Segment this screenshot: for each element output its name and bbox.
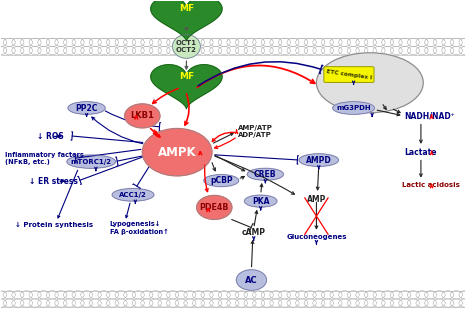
Text: CREB: CREB	[254, 170, 277, 179]
Ellipse shape	[204, 175, 239, 187]
Text: mG3PDH: mG3PDH	[336, 105, 371, 111]
Text: MF: MF	[179, 72, 194, 81]
Text: Gluconeogenes: Gluconeogenes	[286, 234, 346, 240]
FancyArrowPatch shape	[232, 219, 254, 232]
FancyArrowPatch shape	[116, 156, 143, 165]
FancyArrowPatch shape	[105, 111, 161, 131]
Text: PP2C: PP2C	[75, 104, 98, 113]
Ellipse shape	[173, 35, 201, 58]
Text: ↓ ROS: ↓ ROS	[37, 132, 64, 141]
FancyArrowPatch shape	[71, 132, 143, 142]
Text: cAMP: cAMP	[242, 228, 266, 237]
Text: NADH/NAD⁺: NADH/NAD⁺	[405, 111, 456, 120]
Text: Lactic acidosis: Lactic acidosis	[402, 182, 460, 188]
Ellipse shape	[333, 102, 374, 114]
Text: AMPD: AMPD	[306, 156, 332, 165]
FancyBboxPatch shape	[324, 67, 374, 82]
Ellipse shape	[299, 154, 338, 166]
Text: AMP/ATP
ADP/ATP: AMP/ATP ADP/ATP	[237, 125, 273, 138]
Text: AC: AC	[245, 275, 258, 285]
Text: ETC complex I: ETC complex I	[326, 69, 372, 80]
Circle shape	[142, 128, 212, 176]
Ellipse shape	[112, 189, 154, 201]
Text: Lypogenesis↓
FA β-oxidation↑: Lypogenesis↓ FA β-oxidation↑	[110, 221, 168, 235]
Polygon shape	[151, 65, 222, 108]
Text: LKB1: LKB1	[130, 111, 154, 120]
Text: mTORC1/2: mTORC1/2	[71, 158, 112, 165]
FancyArrowPatch shape	[74, 149, 141, 162]
Ellipse shape	[317, 53, 423, 113]
Polygon shape	[151, 0, 222, 41]
Text: ACC1/2: ACC1/2	[119, 192, 147, 198]
Ellipse shape	[67, 155, 116, 168]
Ellipse shape	[68, 102, 105, 114]
Text: Inflammatory factors
(NFκB, etc.): Inflammatory factors (NFκB, etc.)	[5, 152, 84, 165]
Ellipse shape	[245, 195, 277, 207]
Text: AMPK: AMPK	[158, 146, 196, 159]
Text: pCBP: pCBP	[210, 176, 233, 185]
FancyArrowPatch shape	[133, 165, 150, 189]
FancyArrowPatch shape	[78, 156, 145, 184]
Text: PDE4B: PDE4B	[200, 203, 229, 212]
Text: OCT1
OCT2: OCT1 OCT2	[176, 40, 197, 53]
Circle shape	[125, 104, 160, 128]
Ellipse shape	[247, 168, 283, 180]
Circle shape	[197, 195, 232, 219]
Text: PKA: PKA	[252, 197, 269, 206]
Text: ↓ Protein synthesis: ↓ Protein synthesis	[15, 222, 93, 228]
FancyArrowPatch shape	[215, 155, 299, 164]
Text: ↓ ER stress: ↓ ER stress	[29, 177, 78, 186]
FancyArrowPatch shape	[198, 62, 323, 86]
Text: AMP: AMP	[307, 195, 326, 204]
Ellipse shape	[237, 270, 266, 290]
Text: MF: MF	[179, 4, 194, 13]
Text: Lactate: Lactate	[405, 148, 437, 157]
